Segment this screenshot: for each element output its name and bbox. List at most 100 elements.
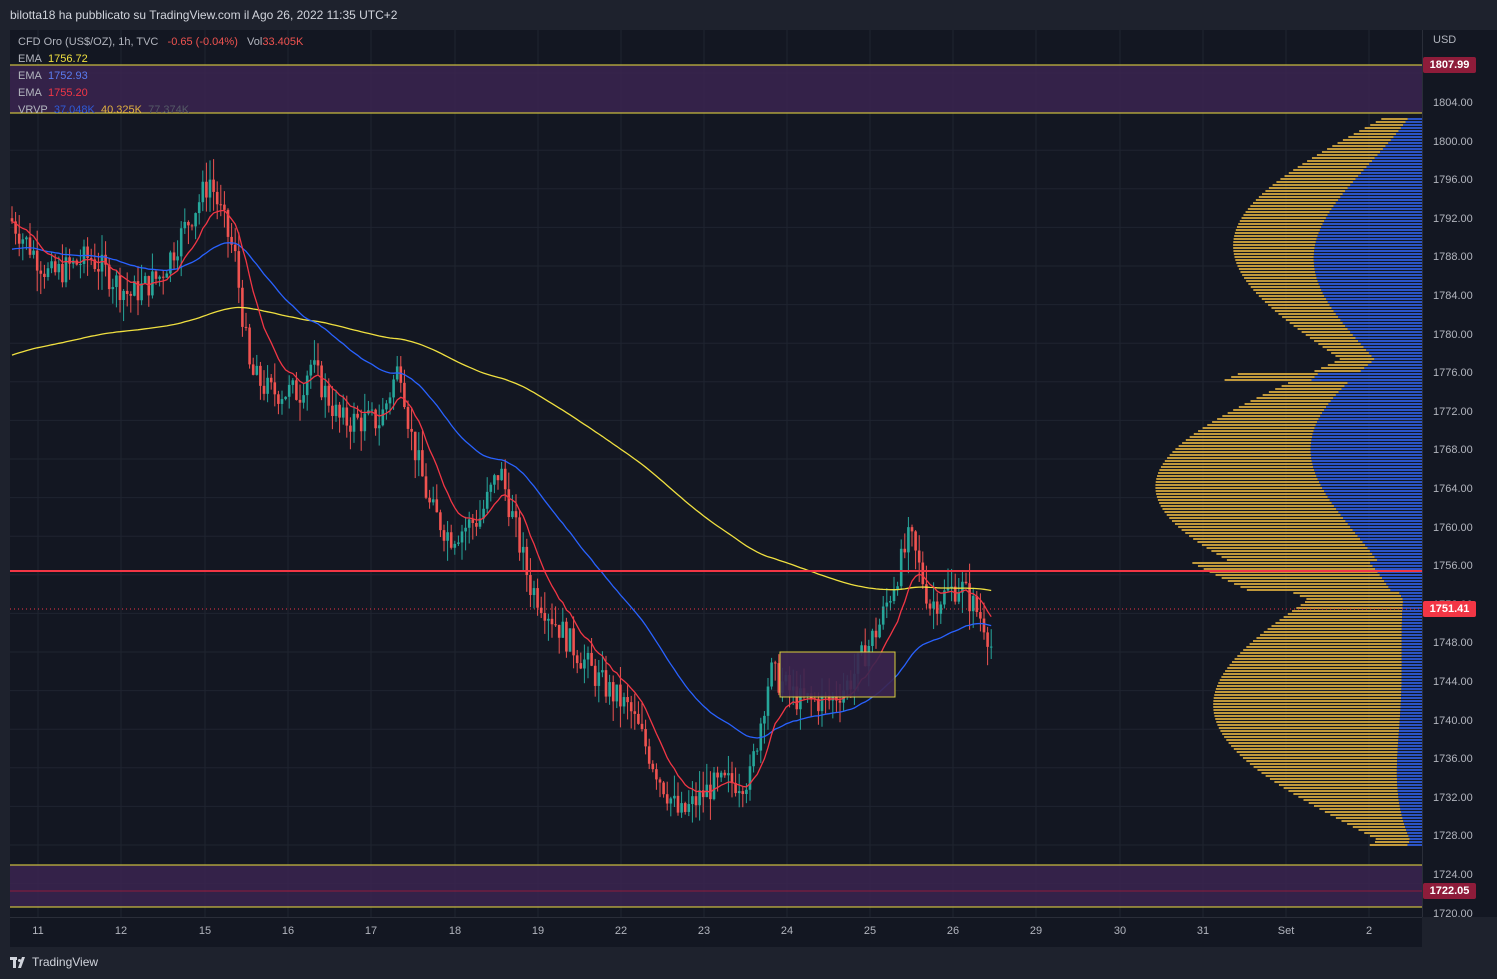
volume-profile-bar — [1237, 373, 1318, 375]
price-tick-label: 1764.00 — [1433, 483, 1473, 495]
volume-profile-bar — [1228, 742, 1399, 744]
volume-profile-bar — [1222, 733, 1399, 735]
legend-ema-3[interactable]: EMA 1755.20 — [18, 87, 88, 99]
candle-body — [50, 261, 53, 269]
volume-profile-bar — [1293, 592, 1400, 594]
volume-profile-bar — [1388, 142, 1422, 144]
candle-body — [957, 592, 961, 602]
candle-body — [46, 268, 50, 277]
candle-body — [914, 531, 917, 551]
candle-body — [878, 624, 881, 638]
volume-profile-bar — [1233, 250, 1315, 252]
volume-profile-bar — [1216, 721, 1400, 723]
candle-body — [313, 360, 316, 365]
volume-profile-bar — [1234, 658, 1402, 660]
price-tick-label: 1756.00 — [1433, 560, 1473, 573]
candle-body — [647, 746, 651, 764]
candle-body — [179, 228, 183, 257]
candle-body — [655, 769, 658, 780]
volume-profile-bar — [1246, 760, 1398, 762]
volume-profile-bar — [1321, 367, 1365, 369]
candle-body — [89, 258, 93, 260]
volume-profile-bar — [1313, 466, 1422, 468]
candle-body — [341, 407, 345, 418]
volume-profile-bar — [1312, 463, 1422, 465]
volume-profile-bar — [1374, 841, 1410, 843]
candle-body — [629, 702, 633, 712]
candle-body — [439, 512, 442, 531]
chart-pane[interactable] — [10, 30, 1422, 917]
volume-profile-bar — [1331, 307, 1422, 309]
time-tick-label: 2 — [1365, 925, 1373, 937]
candle-body — [100, 254, 104, 272]
volume-profile-bar — [1360, 370, 1422, 372]
candle-body — [118, 275, 122, 301]
volume-profile-bar — [1279, 619, 1402, 621]
volume-profile-bar — [1363, 346, 1422, 348]
volume-profile-bar — [1258, 196, 1341, 198]
volume-profile-bar — [1401, 652, 1422, 654]
volume-profile-bar — [1400, 700, 1422, 702]
candle-body — [298, 399, 302, 403]
volume-profile-bar — [1233, 253, 1314, 255]
candle-body — [14, 221, 17, 234]
volume-profile-bar — [1310, 445, 1422, 447]
candle-body — [140, 283, 143, 301]
volume-profile-bar — [1240, 652, 1402, 654]
volume-profile-bar — [1388, 586, 1422, 588]
legend-ema-1[interactable]: EMA 1756.72 — [18, 53, 88, 65]
volume-profile-bar — [1313, 253, 1422, 255]
volume-profile-bar — [1258, 295, 1325, 297]
volume-profile-bar — [1214, 691, 1402, 693]
time-tick-label: 31 — [1196, 925, 1210, 937]
volume-profile-bar — [1325, 493, 1422, 495]
candle-body — [226, 209, 230, 237]
candle-body — [356, 413, 359, 418]
volume-profile-bar — [1396, 766, 1422, 768]
volume-profile-bar — [1313, 259, 1422, 261]
volume-profile-bar — [1311, 157, 1375, 159]
volume-profile-bar — [1226, 559, 1378, 561]
volume-profile-bar — [1310, 451, 1422, 453]
volume-profile-bar — [1401, 676, 1422, 678]
volume-profile-bar — [1169, 454, 1311, 456]
candle-body — [626, 697, 629, 703]
volume-profile-bar — [1329, 499, 1422, 501]
volume-profile-bar — [1314, 250, 1422, 252]
candle-body — [208, 179, 212, 198]
volume-profile-bar — [1375, 838, 1410, 840]
volume-profile-bar — [1364, 367, 1422, 369]
volume-profile-bar — [1236, 226, 1322, 228]
candle-body — [604, 670, 608, 697]
legend-symbol-row[interactable]: CFD Oro (US$/OZ), 1h, TVC -0.65 (-0.04%)… — [18, 34, 303, 51]
legend-ema-2[interactable]: EMA 1752.93 — [18, 70, 88, 82]
volume-profile-bar — [1312, 433, 1422, 435]
volume-profile-bar — [1352, 529, 1422, 531]
time-axis[interactable]: 11 12 15 16 17 18 19 22 23 24 25 26 29 30 31 Set 2 — [10, 917, 1422, 947]
volume-profile-bar — [1397, 763, 1422, 765]
volume-profile-bar — [1398, 739, 1422, 741]
candle-body — [421, 450, 424, 477]
candle-body — [899, 548, 903, 587]
legend-vrvp[interactable]: VRVP 37.048K 40.325K 77.374K — [18, 104, 190, 116]
price-tick-label: 1744.00 — [1433, 676, 1473, 688]
candle-body — [291, 380, 295, 385]
candle-body — [457, 542, 460, 544]
volume-profile-bar — [1350, 184, 1422, 186]
volume-profile-bar — [1201, 544, 1366, 546]
price-scale[interactable]: USD 1804.00 1800.00 1796.00 1792.00 1788.00 1… — [1422, 30, 1497, 920]
candle-body — [590, 652, 593, 666]
tradingview-brand[interactable]: TradingView — [10, 955, 98, 969]
candle-body — [525, 546, 529, 576]
volume-profile-bar — [1233, 238, 1317, 240]
candle-body — [219, 204, 223, 206]
volume-profile-bar — [1178, 445, 1311, 447]
price-chart[interactable] — [10, 30, 1422, 917]
volume-profile-bar — [1402, 598, 1422, 600]
time-tick-label: 19 — [531, 925, 545, 937]
candle-body — [615, 684, 619, 702]
volume-profile-bar — [1206, 547, 1368, 549]
price-tick-label: 1728.00 — [1433, 830, 1473, 843]
candle-body — [964, 581, 968, 584]
volume-profile-bar — [1171, 520, 1346, 522]
